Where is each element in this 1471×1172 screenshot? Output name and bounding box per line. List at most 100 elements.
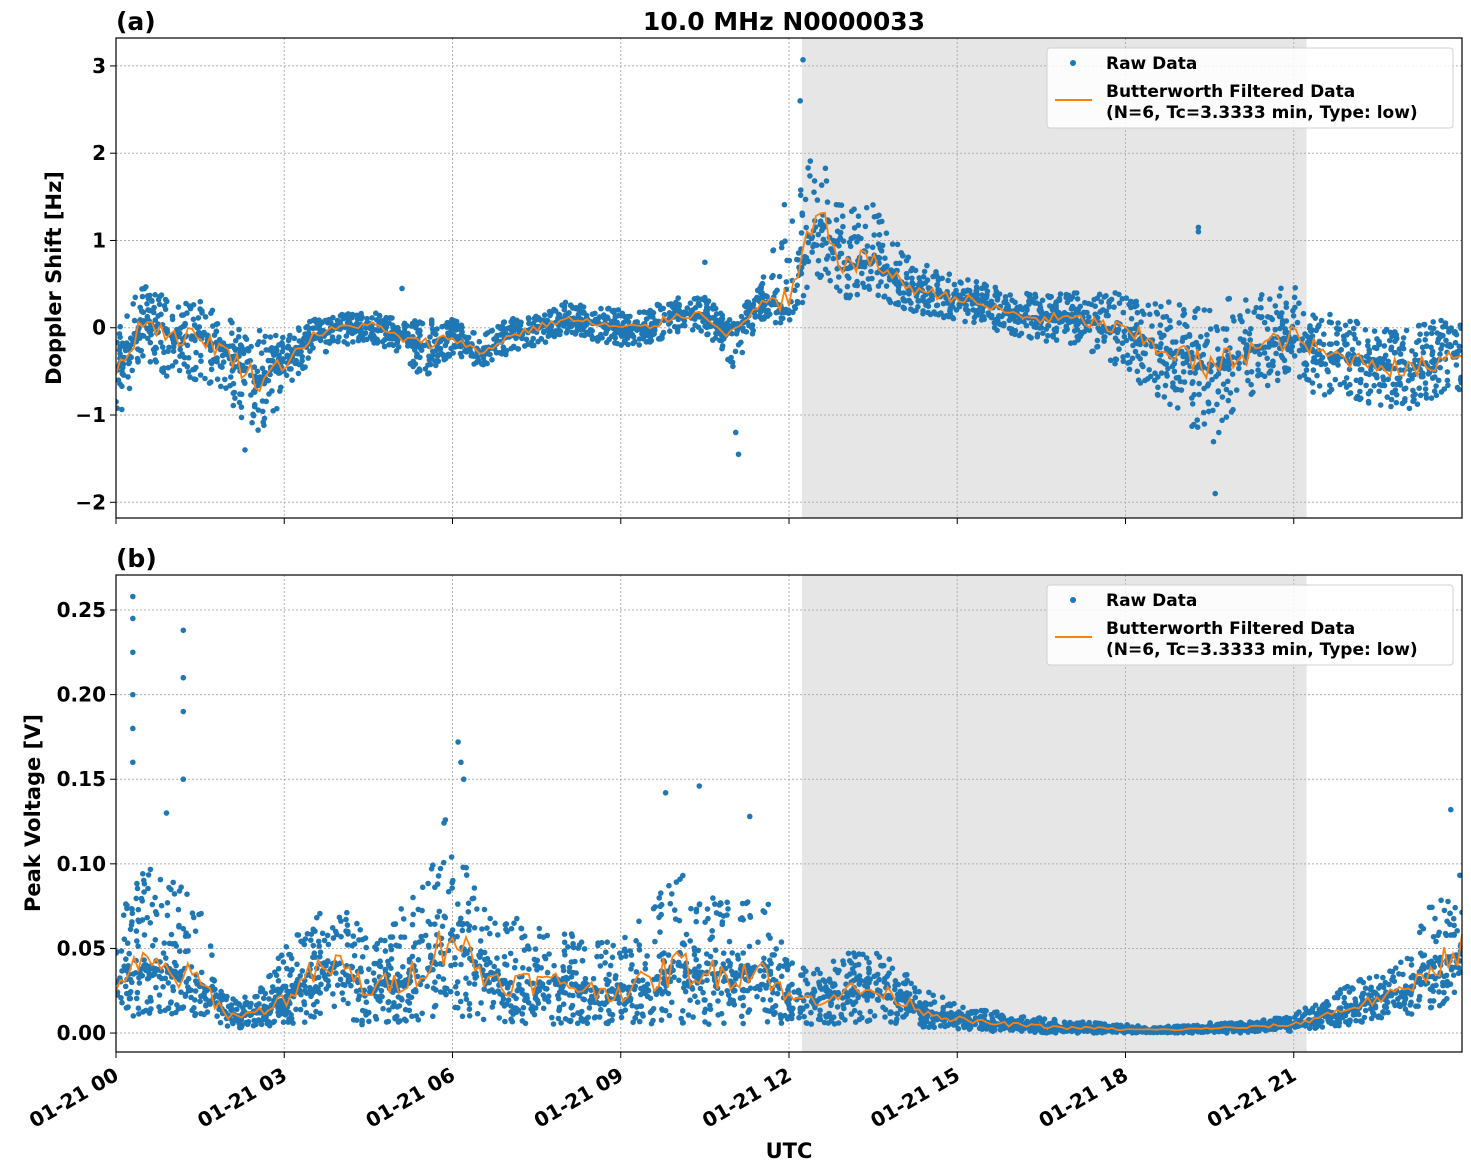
raw-data-point xyxy=(1187,369,1193,376)
raw-data-point xyxy=(389,335,396,342)
raw-data-point xyxy=(269,349,276,355)
raw-data-point xyxy=(585,1014,591,1021)
raw-data-point xyxy=(1306,1010,1313,1016)
raw-data-point xyxy=(219,352,226,359)
raw-data-point xyxy=(217,363,224,369)
raw-data-point xyxy=(1313,327,1319,334)
legend-label: (N=6, Tc=3.3333 min, Type: low) xyxy=(1106,103,1418,123)
raw-data-point xyxy=(802,253,808,260)
raw-data-point xyxy=(881,293,888,300)
raw-data-point xyxy=(976,297,983,304)
raw-data-point xyxy=(1416,385,1422,392)
raw-data-point xyxy=(1133,302,1139,309)
raw-data-point xyxy=(746,1007,753,1013)
raw-data-point xyxy=(1034,334,1041,340)
raw-data-point xyxy=(293,1006,299,1013)
raw-data-point xyxy=(162,306,169,313)
raw-data-point xyxy=(275,965,282,972)
raw-data-point xyxy=(1255,372,1261,379)
raw-data-point xyxy=(1438,897,1444,904)
raw-data-point xyxy=(1400,335,1407,341)
raw-data-point xyxy=(1181,310,1188,317)
raw-data-point xyxy=(149,972,156,979)
raw-data-point xyxy=(846,265,852,271)
raw-data-point xyxy=(116,950,120,956)
raw-data-point xyxy=(811,970,817,977)
raw-data-point xyxy=(1152,370,1158,377)
raw-data-point xyxy=(1073,318,1079,325)
raw-data-point xyxy=(460,864,466,871)
raw-data-point xyxy=(1120,358,1127,365)
raw-data-point xyxy=(321,937,328,944)
raw-data-point xyxy=(1444,995,1450,1002)
raw-data-point xyxy=(656,302,663,309)
raw-data-point xyxy=(476,338,483,345)
raw-data-point xyxy=(163,326,169,332)
raw-data-point xyxy=(1223,386,1230,393)
raw-data-point xyxy=(781,201,788,208)
raw-data-point xyxy=(1410,393,1416,399)
raw-data-point xyxy=(1343,384,1350,390)
raw-data-point xyxy=(331,337,337,344)
raw-data-point xyxy=(1096,291,1103,298)
raw-data-point xyxy=(935,290,941,296)
raw-data-point xyxy=(152,292,158,298)
raw-data-point xyxy=(542,339,549,346)
raw-data-point xyxy=(1140,350,1147,356)
raw-data-point xyxy=(1292,285,1298,291)
raw-data-point xyxy=(651,331,657,337)
raw-data-point xyxy=(900,290,907,296)
raw-data-point xyxy=(611,307,617,314)
raw-data-point xyxy=(938,310,944,316)
raw-data-point xyxy=(1170,380,1176,386)
raw-data-point xyxy=(255,427,261,433)
raw-data-point xyxy=(259,408,266,415)
raw-data-point xyxy=(328,319,334,326)
raw-data-point xyxy=(127,995,134,1002)
raw-data-point xyxy=(273,332,279,339)
raw-data-point xyxy=(454,933,460,940)
raw-data-point xyxy=(1088,301,1095,308)
raw-data-point xyxy=(1173,375,1180,381)
plot-area xyxy=(116,57,1462,497)
raw-data-point xyxy=(117,381,123,387)
raw-data-point xyxy=(165,348,171,355)
raw-data-point xyxy=(192,988,199,994)
raw-data-point xyxy=(1205,381,1212,387)
raw-data-point xyxy=(814,197,821,203)
raw-data-point xyxy=(799,299,806,306)
raw-data-point xyxy=(1123,337,1130,344)
raw-data-point xyxy=(1365,338,1371,344)
raw-data-point xyxy=(1423,343,1430,349)
raw-data-point xyxy=(432,921,438,927)
raw-data-point xyxy=(946,271,953,278)
raw-data-point xyxy=(526,316,532,322)
raw-data-point xyxy=(210,323,216,329)
raw-data-point xyxy=(415,957,422,963)
raw-data-point xyxy=(261,422,267,429)
raw-data-point xyxy=(1077,333,1083,340)
raw-data-point xyxy=(1007,292,1013,298)
raw-data-point xyxy=(202,375,208,382)
raw-data-point xyxy=(705,915,711,922)
raw-data-point xyxy=(1296,374,1303,380)
raw-data-point xyxy=(530,320,537,327)
raw-data-point xyxy=(1116,346,1122,352)
raw-data-point xyxy=(1194,417,1200,423)
raw-data-point xyxy=(132,970,139,976)
raw-data-point xyxy=(1305,338,1312,345)
raw-data-point xyxy=(1137,356,1143,362)
raw-data-point xyxy=(994,297,1001,303)
raw-data-point xyxy=(1177,378,1184,385)
raw-data-point xyxy=(671,907,678,913)
raw-data-point xyxy=(1241,337,1247,343)
raw-data-point xyxy=(1392,338,1398,345)
raw-data-point xyxy=(1320,341,1327,348)
raw-data-point xyxy=(229,319,235,326)
raw-data-point xyxy=(852,1019,859,1025)
raw-data-point xyxy=(1423,331,1430,337)
raw-data-point xyxy=(625,341,631,348)
legend-marker-raw xyxy=(1070,60,1076,66)
raw-data-point xyxy=(230,402,237,409)
raw-data-point xyxy=(940,1004,947,1011)
